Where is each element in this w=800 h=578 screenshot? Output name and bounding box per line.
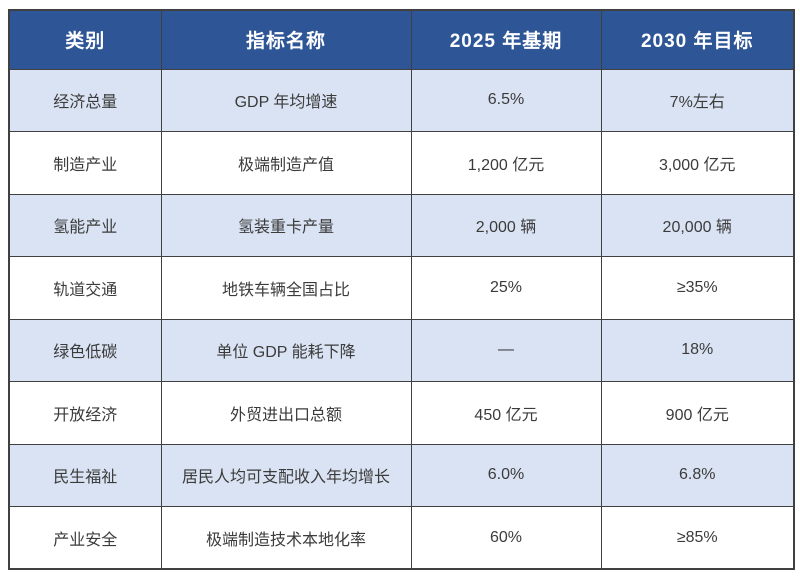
table-row: 轨道交通 地铁车辆全国占比 25% ≥35% — [8, 256, 795, 320]
header-2030-target: 2030 年目标 — [600, 9, 795, 70]
cell-category: 产业安全 — [8, 506, 162, 570]
indicator-table: 类别 指标名称 2025 年基期 2030 年目标 经济总量 GDP 年均增速 6.… — [8, 9, 795, 570]
table-row: 产业安全 极端制造技术本地化率 60% ≥85% — [8, 506, 795, 570]
cell-2030-target: 900 亿元 — [600, 381, 795, 445]
cell-category: 民生福祉 — [8, 443, 162, 507]
cell-category: 氢能产业 — [8, 193, 162, 257]
cell-2025-base: 2,000 辆 — [410, 193, 602, 257]
cell-2030-target: 3,000 亿元 — [600, 131, 795, 195]
cell-indicator-name: 单位 GDP 能耗下降 — [160, 318, 412, 382]
cell-category: 开放经济 — [8, 381, 162, 445]
cell-indicator-name: 氢装重卡产量 — [160, 193, 412, 257]
cell-2030-target: 20,000 辆 — [600, 193, 795, 257]
cell-2025-base: — — [410, 318, 602, 382]
cell-indicator-name: 外贸进出口总额 — [160, 381, 412, 445]
table-body: 经济总量 GDP 年均增速 6.5% 7%左右 制造产业 极端制造产值 1,200 亿元 3,… — [8, 68, 795, 570]
cell-category: 经济总量 — [8, 68, 162, 132]
table-row: 民生福祉 居民人均可支配收入年均增长 6.0% 6.8% — [8, 443, 795, 507]
cell-category: 制造产业 — [8, 131, 162, 195]
cell-2030-target: ≥85% — [600, 506, 795, 570]
table-row: 开放经济 外贸进出口总额 450 亿元 900 亿元 — [8, 381, 795, 445]
cell-2025-base: 6.5% — [410, 68, 602, 132]
cell-2030-target: 7%左右 — [600, 68, 795, 132]
header-2025-base: 2025 年基期 — [410, 9, 602, 70]
cell-indicator-name: 居民人均可支配收入年均增长 — [160, 443, 412, 507]
cell-2030-target: 18% — [600, 318, 795, 382]
cell-2025-base: 1,200 亿元 — [410, 131, 602, 195]
table-row: 绿色低碳 单位 GDP 能耗下降 —18% — [8, 318, 795, 382]
cell-category: 绿色低碳 — [8, 318, 162, 382]
table-row: 氢能产业 氢装重卡产量 2,000 辆 20,000 辆 — [8, 193, 795, 257]
table-row: 经济总量 GDP 年均增速 6.5% 7%左右 — [8, 68, 795, 132]
cell-indicator-name: 极端制造产值 — [160, 131, 412, 195]
cell-2025-base: 25% — [410, 256, 602, 320]
table-row: 制造产业 极端制造产值 1,200 亿元 3,000 亿元 — [8, 131, 795, 195]
cell-indicator-name: 地铁车辆全国占比 — [160, 256, 412, 320]
header-indicator-name: 指标名称 — [160, 9, 412, 70]
cell-2025-base: 60% — [410, 506, 602, 570]
cell-2030-target: ≥35% — [600, 256, 795, 320]
header-category: 类别 — [8, 9, 162, 70]
cell-indicator-name: 极端制造技术本地化率 — [160, 506, 412, 570]
cell-category: 轨道交通 — [8, 256, 162, 320]
header-row: 类别 指标名称 2025 年基期 2030 年目标 — [8, 9, 795, 70]
cell-2025-base: 6.0% — [410, 443, 602, 507]
cell-indicator-name: GDP 年均增速 — [160, 68, 412, 132]
cell-2025-base: 450 亿元 — [410, 381, 602, 445]
cell-2030-target: 6.8% — [600, 443, 795, 507]
table-header: 类别 指标名称 2025 年基期 2030 年目标 — [8, 9, 795, 70]
